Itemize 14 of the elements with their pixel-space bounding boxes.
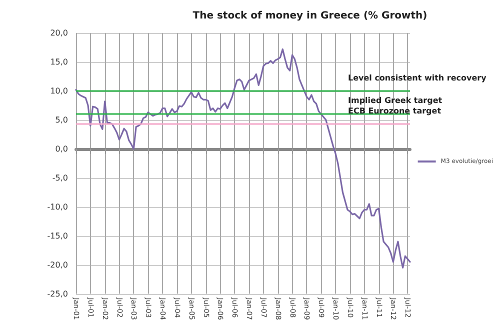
y-tick-label: 20,0 — [50, 28, 68, 38]
y-tick-label: -5,0 — [52, 173, 68, 182]
y-tick-label: -15,0 — [47, 231, 68, 240]
y-tick-label: -10,0 — [47, 202, 68, 212]
ref-line-label: ECB Eurozone target — [348, 106, 442, 116]
y-tick-label: -20,0 — [47, 260, 68, 270]
y-tick-label: 10,0 — [50, 86, 68, 96]
ref-line-label: Level consistent with recovery — [348, 73, 488, 82]
y-tick-label: 0,0 — [55, 144, 68, 154]
y-tick-label: 15,0 — [50, 57, 68, 66]
ref-line-label: Implied Greek target — [348, 96, 442, 106]
y-tick-label: 5,0 — [55, 115, 68, 124]
y-tick-label: -25,0 — [47, 289, 68, 298]
chart-title: The stock of money in Greece (% Growth) — [192, 10, 428, 22]
